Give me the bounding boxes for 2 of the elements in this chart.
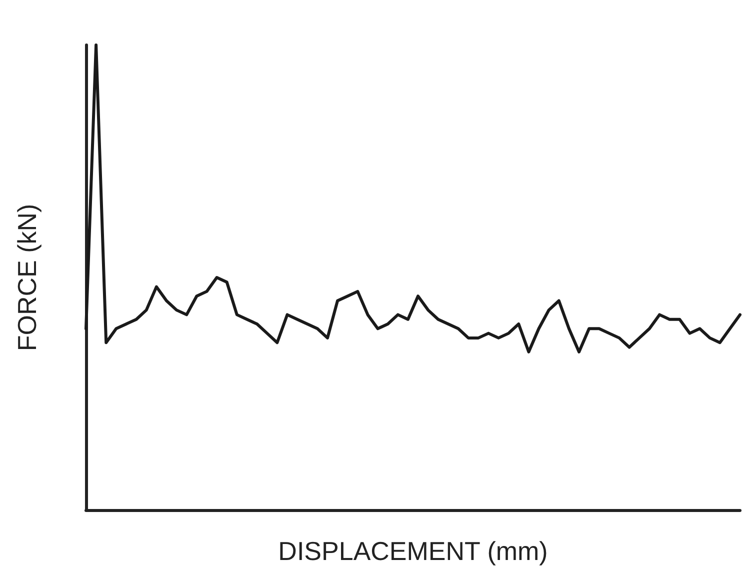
x-axis-title: DISPLACEMENT (mm) bbox=[278, 536, 548, 566]
y-axis-title: FORCE (kN) bbox=[12, 204, 42, 352]
